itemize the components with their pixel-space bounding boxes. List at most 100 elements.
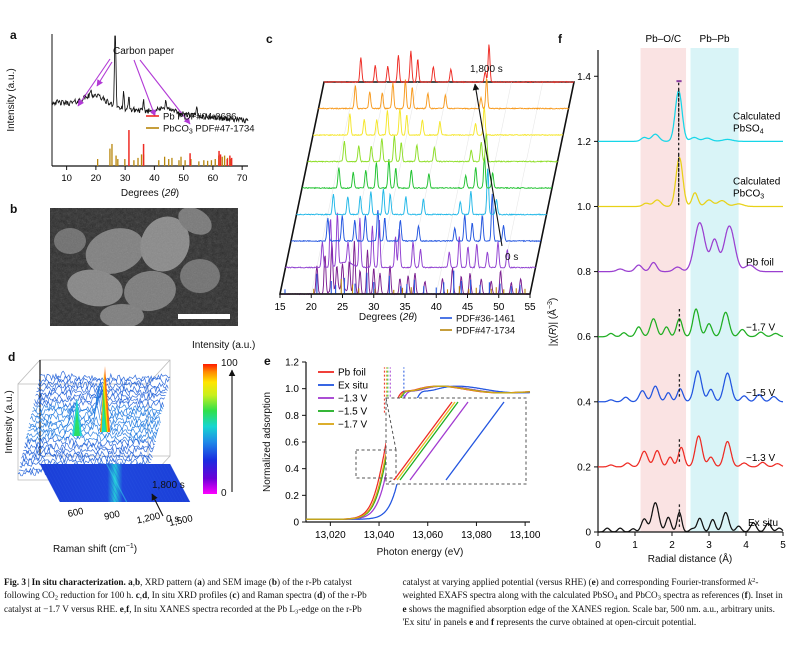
- panel-c-trace: [290, 193, 541, 243]
- panel-e-legend-item: −1.7 V: [338, 420, 368, 431]
- panel-e-inset-line: [445, 401, 505, 481]
- panel-c-trace: [285, 212, 536, 269]
- panel-f-band: [690, 48, 739, 532]
- panel-e-inset-line: [396, 401, 456, 481]
- colorbar: [203, 364, 217, 494]
- panel-f-curve: [598, 222, 783, 273]
- panel-f-xtick: 1: [632, 540, 638, 551]
- panel-d-time-arrow: [151, 493, 164, 517]
- panel-f-ytick: 1.0: [577, 202, 591, 213]
- panel-f-region-label-pboc: Pb–O/C: [646, 34, 682, 45]
- panel-f-curve: [598, 308, 784, 338]
- panel-f-ytick: 1.2: [577, 137, 591, 148]
- panel-e-chart: 0 0.2 0.4 0.6 0.8 1.0 1.2 13,020 13,040 13,060 13…: [262, 358, 541, 559]
- panel-f-curve: [598, 501, 784, 533]
- panel-f-ytick: 0.6: [577, 332, 591, 343]
- panel-c-trace: [296, 168, 547, 216]
- panel-e-ytick: 0.8: [285, 411, 299, 422]
- panel-c-xtick: 45: [462, 302, 474, 313]
- panel-f-ytick: 0.4: [577, 397, 591, 408]
- panel-e-ytick: 0.2: [285, 491, 299, 502]
- panel-e-ytick: 0: [293, 518, 299, 529]
- panel-e-ylabel: Normalized adsorption: [262, 392, 273, 492]
- panel-e-legend-item: −1.3 V: [338, 394, 368, 405]
- panel-c-time-arrow: [472, 83, 503, 247]
- panel-d-surface-row: [36, 386, 167, 398]
- panel-d-surface-row: [34, 389, 165, 405]
- panel-f-label: f: [558, 32, 562, 46]
- panel-d-surface-row: [26, 428, 158, 440]
- colorbar-title: Intensity (a.u.): [192, 340, 255, 351]
- panel-f-xlabel: Radial distance (Å): [648, 552, 732, 565]
- panel-e-inset-line: [393, 401, 453, 481]
- panel-e-xtick: 13,040: [364, 530, 395, 541]
- panel-a-chart: 10 20 30 40 50 60 70 Carbon paper Intensity (a…: [6, 34, 255, 199]
- legend-item-pbco3: PbCO3 PDF#47-1734: [163, 124, 255, 136]
- panel-e-xlabel: Photon energy (eV): [377, 547, 464, 558]
- panel-c-xtick: 35: [399, 302, 411, 313]
- panel-f-chart: 0 0.2 0.4 0.6 0.8 1.0 1.2 1.4 0 1 2 3 4 5 Calculated…: [546, 34, 786, 565]
- panel-d-surface-row: [23, 444, 154, 455]
- panel-c-xtick: 25: [337, 302, 349, 313]
- panel-c-xtick: 50: [493, 302, 505, 313]
- panel-e-xtick: 13,060: [412, 530, 443, 541]
- panel-f-ytick: 1.4: [577, 72, 591, 83]
- panel-d-xtick: 1,500: [168, 513, 194, 529]
- legend-pdf-47: PDF#47-1734: [456, 326, 515, 337]
- caption-figure-id: Fig. 3: [4, 577, 26, 587]
- panel-a-ylabel: Intensity (a.u.): [6, 68, 17, 131]
- panel-c: c 15 20 25 30 35 40 45 50 55 Degrees (2θ) 1,800 …: [258, 22, 575, 352]
- panel-c-xtick: 40: [431, 302, 443, 313]
- panel-b: b: [0, 196, 262, 336]
- panel-f-curve: [598, 156, 783, 208]
- panel-f-xtick: 2: [669, 540, 675, 551]
- panel-c-legend: PDF#36-1461 PDF#47-1734: [440, 314, 515, 337]
- panel-f-curve: [598, 370, 783, 403]
- panel-f-series-label: −1.3 V: [746, 453, 776, 464]
- panel-f-series-label: PbSO4: [733, 123, 764, 135]
- panel-a-legend: Pb PDF#04-0686 PbCO3 PDF#47-1734: [146, 112, 255, 136]
- panel-d-ylabel: Intensity (a.u.): [4, 390, 15, 453]
- panel-d-surface-row: [23, 442, 155, 451]
- panel-f-xtick: 3: [706, 540, 712, 551]
- panel-e-ytick: 0.6: [285, 438, 299, 449]
- panel-f-region-label-pbpb: Pb–Pb: [700, 34, 730, 45]
- panel-a-xlabel: Degrees (2θ): [121, 188, 179, 199]
- panel-c-xtick: 55: [524, 302, 536, 313]
- panel-e-label: e: [264, 354, 271, 368]
- panel-e-xtick: 13,100: [510, 530, 541, 541]
- panel-d-xtick: 1,200: [136, 511, 162, 527]
- panel-f-series-label: −1.7 V: [746, 323, 776, 334]
- panel-d-label: d: [8, 350, 16, 364]
- panel-f-series-label: Calculated: [733, 176, 780, 187]
- panel-c-trace: [301, 156, 553, 190]
- panel-f-ytick: 0.2: [577, 462, 591, 473]
- panel-d-surface-row: [32, 383, 164, 413]
- caption-title: In situ characterization.: [31, 577, 126, 587]
- panel-e-inset-box: [385, 397, 527, 485]
- panel-e-inset-line: [399, 401, 459, 481]
- panel-e-ytick: 1.2: [285, 358, 299, 369]
- panel-f-ylabel: |χ(R)| (Å−3): [546, 298, 559, 346]
- panel-a-xtick: 70: [237, 173, 248, 184]
- panel-d-xlabel: Raman shift (cm−1): [53, 543, 137, 555]
- panel-b-sem-image: [50, 208, 238, 326]
- panel-a-xtick: 20: [91, 173, 102, 184]
- panel-e-inset-line: [409, 401, 469, 481]
- panel-a: a 10 20 30 40 50 60 70 Carbon paper Intensity …: [0, 24, 262, 204]
- panel-d-surface-row: [32, 382, 163, 416]
- panel-d-surface-row: [22, 447, 153, 459]
- panel-d-surface-row: [27, 421, 159, 436]
- panel-e-xtick: 13,080: [461, 530, 492, 541]
- panel-f-curve: [598, 435, 784, 468]
- panel-d-xtick: 600: [67, 506, 85, 520]
- panel-c-time-top: 1,800 s: [470, 64, 503, 75]
- caption-body-left: a,b, XRD pattern (a) and SEM image (b) o…: [4, 577, 783, 627]
- panel-a-xtick: 40: [149, 173, 160, 184]
- panel-f-series-label: PbCO3: [733, 188, 764, 200]
- panel-d-time-top: 1,800 s: [152, 480, 185, 491]
- panel-e-ytick: 0.4: [285, 464, 299, 475]
- panel-f-ytick: 0.8: [577, 267, 591, 278]
- panel-e-legend-item: Ex situ: [338, 381, 368, 392]
- legend-pdf-36: PDF#36-1461: [456, 314, 515, 325]
